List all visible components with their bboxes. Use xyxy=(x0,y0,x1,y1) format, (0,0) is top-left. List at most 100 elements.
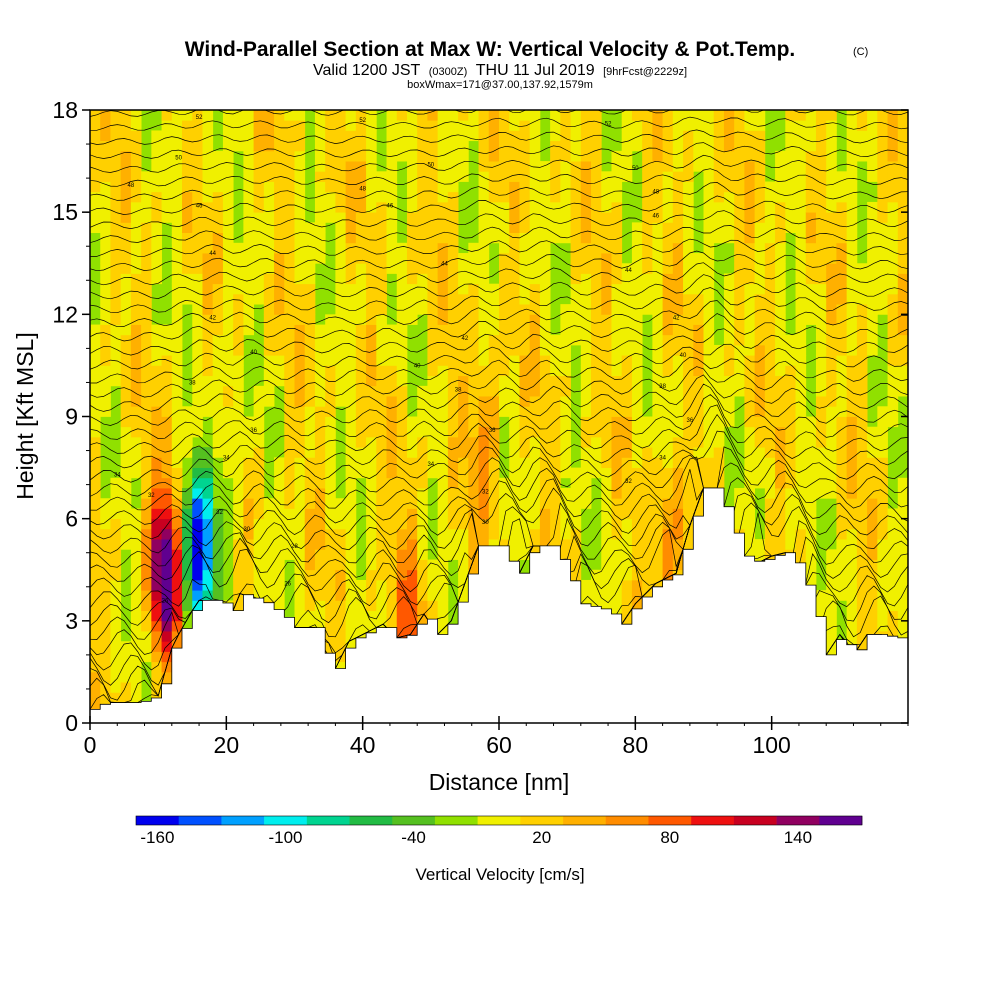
velocity-cell xyxy=(560,539,571,550)
velocity-cell xyxy=(171,610,183,622)
velocity-cell xyxy=(141,232,152,244)
theta-contour-line xyxy=(90,394,908,440)
velocity-cell xyxy=(458,171,469,182)
velocity-cell xyxy=(151,467,162,479)
velocity-cell xyxy=(130,120,142,131)
velocity-cell xyxy=(171,416,183,428)
velocity-cell xyxy=(754,201,766,213)
velocity-cell xyxy=(621,344,633,356)
velocity-cell xyxy=(345,212,357,223)
velocity-cell xyxy=(447,477,459,489)
velocity-cell xyxy=(642,171,653,182)
velocity-cell xyxy=(458,293,469,305)
velocity-cell xyxy=(141,457,152,468)
velocity-cell xyxy=(744,304,756,315)
velocity-cell xyxy=(284,406,295,417)
velocity-cell xyxy=(427,590,439,601)
velocity-cell xyxy=(447,314,459,325)
velocity-cell xyxy=(611,498,623,509)
velocity-cell xyxy=(519,344,531,356)
velocity-cell xyxy=(304,436,316,448)
velocity-cell xyxy=(243,426,255,438)
velocity-cell xyxy=(182,426,193,438)
velocity-cell xyxy=(110,242,122,254)
velocity-cell xyxy=(100,406,111,417)
velocity-cell xyxy=(345,457,357,468)
velocity-cell xyxy=(376,171,387,182)
velocity-cell xyxy=(120,191,132,203)
velocity-cell xyxy=(815,334,827,346)
velocity-cell xyxy=(723,191,735,203)
velocity-cell xyxy=(110,620,122,632)
velocity-cell xyxy=(386,222,398,233)
velocity-cell xyxy=(703,426,715,438)
velocity-cell xyxy=(130,171,142,182)
velocity-cell xyxy=(683,477,694,489)
velocity-cell xyxy=(120,498,132,509)
velocity-cell xyxy=(294,600,306,612)
velocity-cell xyxy=(856,406,868,417)
velocity-cell xyxy=(580,181,592,193)
velocity-cell xyxy=(672,232,684,244)
velocity-cell xyxy=(683,212,694,223)
velocity-cell xyxy=(744,263,756,274)
velocity-cell xyxy=(877,283,888,295)
velocity-cell xyxy=(529,385,541,397)
velocity-cell xyxy=(90,549,101,560)
velocity-cell xyxy=(161,110,173,121)
velocity-cell xyxy=(529,355,541,366)
velocity-cell xyxy=(274,140,285,152)
velocity-cell xyxy=(110,549,122,560)
velocity-cell xyxy=(171,385,183,397)
velocity-cell xyxy=(161,201,173,213)
velocity-cell xyxy=(100,396,111,407)
velocity-cell xyxy=(621,396,633,407)
velocity-cell xyxy=(897,344,908,356)
velocity-cell xyxy=(785,161,796,172)
velocity-cell xyxy=(805,457,817,468)
velocity-cell xyxy=(345,488,357,499)
subtitle-date: THU 11 Jul 2019 xyxy=(476,62,595,79)
velocity-cell xyxy=(519,457,531,468)
velocity-cell xyxy=(509,365,520,377)
velocity-cell xyxy=(529,508,541,520)
velocity-cell xyxy=(621,508,633,520)
velocity-cell xyxy=(263,161,275,172)
velocity-cell xyxy=(529,181,541,193)
velocity-cell xyxy=(151,191,162,203)
velocity-cell xyxy=(90,488,101,499)
velocity-cell xyxy=(304,375,316,387)
velocity-cell xyxy=(887,396,899,407)
velocity-cell xyxy=(815,201,827,213)
velocity-cell xyxy=(447,171,459,182)
velocity-cell xyxy=(304,314,316,325)
velocity-cell xyxy=(662,406,674,417)
velocity-cell xyxy=(826,242,837,254)
velocity-cell xyxy=(897,539,908,550)
velocity-cell xyxy=(795,436,807,448)
velocity-cell xyxy=(580,416,592,428)
velocity-cell xyxy=(887,334,899,346)
velocity-cell xyxy=(652,579,663,591)
velocity-cell xyxy=(141,201,152,213)
colorbar-frame xyxy=(135,815,863,826)
velocity-cell xyxy=(417,396,428,407)
velocity-cell xyxy=(478,518,490,530)
velocity-cell xyxy=(90,201,101,213)
velocity-cell xyxy=(151,396,162,407)
velocity-cell xyxy=(396,600,408,612)
velocity-cell xyxy=(754,150,766,162)
velocity-cell xyxy=(263,201,275,213)
velocity-cell xyxy=(437,620,449,632)
velocity-cell xyxy=(222,293,234,305)
velocity-cell xyxy=(519,120,531,131)
velocity-cell xyxy=(499,232,510,244)
velocity-cell xyxy=(611,579,623,591)
velocity-cell xyxy=(488,488,500,499)
velocity-cell xyxy=(274,201,285,213)
velocity-cell xyxy=(887,263,899,274)
velocity-cell xyxy=(631,283,643,295)
velocity-cell xyxy=(335,110,347,121)
velocity-cell xyxy=(877,508,888,520)
velocity-cell xyxy=(478,334,490,346)
